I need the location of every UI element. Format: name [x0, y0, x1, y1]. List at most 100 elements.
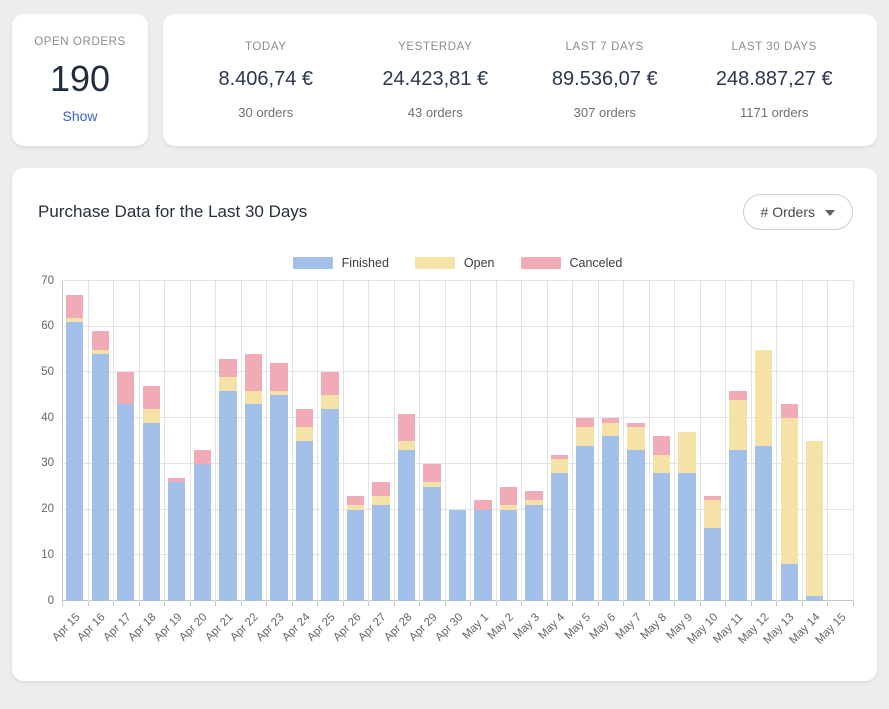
- y-axis-label: 10: [41, 550, 54, 562]
- stat-value: 8.406,74 €: [218, 68, 313, 91]
- legend-item-open[interactable]: Open: [415, 256, 495, 270]
- top-summary-row: OPEN ORDERS 190 Show TODAY 8.406,74 € 30…: [12, 14, 877, 146]
- bar-segment-finished: [398, 450, 415, 601]
- bar-segment-open: [576, 427, 593, 445]
- stat-col-yesterday: YESTERDAY 24.423,81 € 43 orders: [351, 41, 521, 120]
- stat-label: LAST 7 DAYS: [566, 41, 644, 53]
- bar-column: [419, 281, 445, 601]
- bar-segment-canceled: [117, 372, 134, 404]
- x-tick: [317, 601, 318, 606]
- x-tick: [547, 601, 548, 606]
- x-axis-label: May 7: [614, 612, 644, 642]
- bar-segment-canceled: [219, 359, 236, 377]
- bar-segment-finished: [525, 505, 542, 601]
- chart-legend: Finished Open Canceled: [62, 256, 853, 270]
- bar-segment-finished: [755, 446, 772, 601]
- bar-segment-finished: [270, 395, 287, 601]
- bar-segment-finished: [474, 510, 491, 601]
- x-tick: [292, 601, 293, 606]
- y-axis-label: 60: [41, 321, 54, 333]
- y-axis-label: 0: [48, 595, 54, 607]
- open-orders-label: OPEN ORDERS: [34, 36, 126, 48]
- bar-column: [827, 281, 853, 601]
- stat-value: 248.887,27 €: [716, 68, 833, 91]
- bar-segment-open: [806, 441, 823, 596]
- bar-column: [113, 281, 139, 601]
- chart-title: Purchase Data for the Last 30 Days: [38, 202, 307, 222]
- x-axis-label: May 8: [639, 612, 669, 642]
- bar-column: [343, 281, 369, 601]
- bar-segment-open: [372, 496, 389, 505]
- x-axis-label: Apr 20: [178, 612, 210, 644]
- bar-segment-finished: [321, 409, 338, 601]
- legend-item-finished[interactable]: Finished: [293, 256, 389, 270]
- bar-column: [164, 281, 190, 601]
- x-tick: [853, 601, 854, 606]
- x-axis-label: Apr 30: [434, 612, 466, 644]
- bar-segment-canceled: [296, 409, 313, 427]
- bar-segment-open: [704, 500, 721, 527]
- x-axis-label: Apr 29: [408, 612, 440, 644]
- y-axis-labels: 010203040506070: [36, 281, 62, 601]
- orders-metric-dropdown[interactable]: # Orders: [743, 194, 853, 230]
- bar-segment-open: [398, 441, 415, 450]
- x-tick: [88, 601, 89, 606]
- bar-column: [215, 281, 241, 601]
- stat-orders: 1171 orders: [740, 105, 808, 120]
- x-tick: [241, 601, 242, 606]
- x-axis-label: Apr 17: [102, 612, 134, 644]
- bar-column: [62, 281, 88, 601]
- bar-segment-finished: [347, 510, 364, 601]
- bar-segment-finished: [704, 528, 721, 601]
- stat-orders: 43 orders: [408, 105, 463, 120]
- stat-orders: 307 orders: [574, 105, 636, 120]
- bar-segment-canceled: [66, 295, 83, 318]
- legend-item-canceled[interactable]: Canceled: [521, 256, 623, 270]
- x-tick: [496, 601, 497, 606]
- bar-segment-open: [296, 427, 313, 441]
- x-axis-label: Apr 16: [76, 612, 108, 644]
- bar-segment-canceled: [143, 386, 160, 409]
- x-tick: [266, 601, 267, 606]
- x-axis-labels: Apr 15Apr 16Apr 17Apr 18Apr 19Apr 20Apr …: [62, 601, 853, 663]
- x-tick: [164, 601, 165, 606]
- x-tick: [776, 601, 777, 606]
- x-axis-label: May 5: [563, 612, 593, 642]
- bar-segment-open: [627, 427, 644, 450]
- bar-segment-finished: [372, 505, 389, 601]
- legend-label: Canceled: [570, 256, 623, 270]
- bar-segment-open: [602, 423, 619, 437]
- purchase-data-card: Purchase Data for the Last 30 Days # Ord…: [12, 168, 877, 681]
- bar-segment-finished: [168, 482, 185, 601]
- x-axis-label: May 4: [537, 612, 567, 642]
- plot-area: [62, 281, 853, 601]
- bar-segment-canceled: [194, 450, 211, 464]
- show-link[interactable]: Show: [62, 108, 97, 124]
- x-tick: [470, 601, 471, 606]
- x-axis-label: Apr 19: [153, 612, 185, 644]
- bar-segment-finished: [653, 473, 670, 601]
- stat-col-last-30-days: LAST 30 DAYS 248.887,27 € 1171 orders: [690, 41, 860, 120]
- bar-segment-finished: [92, 354, 109, 601]
- x-axis-label: May 3: [512, 612, 542, 642]
- legend-swatch-open: [415, 257, 455, 269]
- x-axis-label: May 1: [461, 612, 491, 642]
- open-orders-card: OPEN ORDERS 190 Show: [12, 14, 148, 146]
- stat-label: YESTERDAY: [398, 41, 472, 53]
- dropdown-label: # Orders: [761, 204, 815, 220]
- x-axis-label: Apr 28: [382, 612, 414, 644]
- bar-segment-finished: [194, 464, 211, 601]
- bar-column: [725, 281, 751, 601]
- bar-segment-canceled: [525, 491, 542, 500]
- x-axis-label: May 6: [588, 612, 618, 642]
- bar-segment-finished: [66, 322, 83, 601]
- bar-column: [394, 281, 420, 601]
- x-tick: [190, 601, 191, 606]
- x-tick: [623, 601, 624, 606]
- y-axis-label: 70: [41, 275, 54, 287]
- bar-segment-canceled: [474, 500, 491, 509]
- bar-segment-finished: [576, 446, 593, 601]
- bar-segment-open: [143, 409, 160, 423]
- x-tick: [368, 601, 369, 606]
- bar-column: [649, 281, 675, 601]
